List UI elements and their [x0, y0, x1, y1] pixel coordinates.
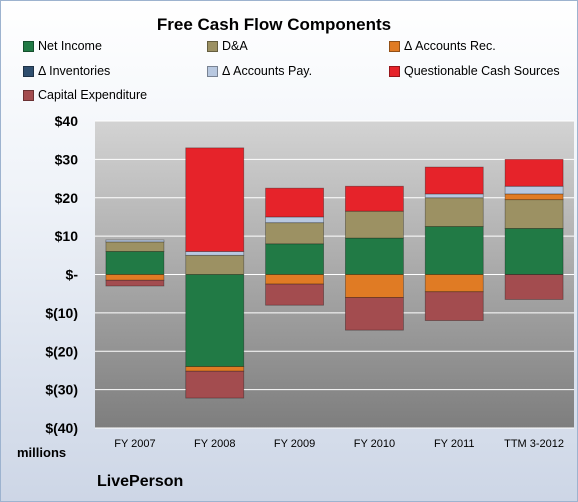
y-tick-label: $30 — [55, 151, 79, 167]
bar-segment — [265, 274, 324, 285]
legend-label: D&A — [222, 39, 248, 53]
legend-label: Questionable Cash Sources — [404, 64, 560, 78]
bar-segment — [345, 297, 404, 331]
bar-segment — [185, 254, 245, 275]
bar-segment — [424, 274, 484, 293]
legend-label: Capital Expenditure — [38, 88, 148, 102]
bar-segment — [265, 283, 324, 306]
bar-segment — [105, 279, 165, 287]
y-tick-label: $10 — [55, 228, 79, 244]
legend-swatch — [207, 65, 218, 77]
legend-label: Δ Inventories — [38, 64, 111, 78]
legend-swatch — [23, 65, 34, 77]
y-tick-label: $40 — [55, 113, 79, 129]
bar-segment — [504, 158, 564, 187]
legend-item-net-income: Net Income — [23, 39, 102, 53]
unit-label: millions — [17, 445, 67, 460]
x-tick-label: FY 2008 — [194, 438, 235, 450]
bar-segment — [265, 222, 324, 245]
bar-segment — [265, 216, 324, 224]
bar-segment — [345, 237, 404, 275]
bar-segment — [424, 226, 484, 275]
bar-segment — [105, 274, 165, 281]
company-label: LivePerson — [97, 473, 184, 490]
y-tick-label: $(30) — [45, 382, 78, 398]
bar-segment — [185, 147, 245, 252]
y-tick-label: $(10) — [45, 305, 78, 321]
legend-item-questionable: Questionable Cash Sources — [389, 64, 560, 78]
chart-title: Free Cash Flow Components — [156, 15, 392, 34]
bars — [105, 147, 564, 399]
legend-label: Δ Accounts Rec. — [404, 39, 496, 53]
legend-swatch — [23, 89, 34, 101]
x-axis-ticks: FY 2007 FY 2008 FY 2009 FY 2010 FY 2011 TTM 3… — [114, 438, 564, 450]
bar-segment — [345, 185, 404, 212]
legend-swatch — [389, 40, 400, 52]
bar-segment — [105, 241, 165, 252]
x-tick-label: TTM 3-2012 — [504, 438, 564, 450]
x-tick-label: FY 2010 — [354, 438, 395, 450]
bar-segment — [504, 274, 564, 300]
y-tick-label: $20 — [55, 190, 79, 206]
bar-segment — [504, 185, 564, 195]
legend-swatch — [23, 40, 34, 52]
bar-segment — [504, 193, 564, 201]
bar-segment — [185, 251, 245, 256]
bar-segment — [185, 370, 245, 399]
x-tick-label: FY 2009 — [274, 438, 315, 450]
y-tick-label: $- — [66, 267, 79, 283]
legend-label: Δ Accounts Pay. — [222, 64, 313, 78]
legend-label: Net Income — [38, 39, 102, 53]
bar-segment — [185, 274, 245, 367]
legend-item-inventories: Δ Inventories — [23, 64, 110, 78]
bar-segment — [424, 197, 484, 227]
legend-item-accounts-pay: Δ Accounts Pay. — [207, 64, 312, 78]
legend-item-accounts-rec: Δ Accounts Rec. — [389, 39, 496, 53]
bar-segment — [265, 243, 324, 275]
y-axis-ticks: $40 $30 $20 $10 $- $(10) $(20) $(30) $(40) — [45, 113, 78, 436]
bar-segment — [504, 228, 564, 275]
legend-item-da: D&A — [207, 39, 248, 53]
legend-swatch — [207, 40, 218, 52]
x-tick-label: FY 2011 — [434, 438, 475, 450]
bar-segment — [424, 193, 484, 199]
legend-swatch — [389, 65, 400, 77]
plot-area: $40 $30 $20 $10 $- $(10) $(20) $(30) $(40) FY 20… — [45, 113, 574, 450]
bar-segment — [105, 251, 165, 275]
bar-segment — [424, 166, 484, 195]
bar-segment — [345, 274, 404, 298]
bar-segment — [424, 291, 484, 321]
bar-segment — [345, 210, 404, 239]
bar-segment — [265, 187, 324, 218]
y-tick-label: $(40) — [45, 420, 78, 436]
legend-item-capex: Capital Expenditure — [23, 88, 147, 102]
bar-segment — [504, 199, 564, 229]
bar-segment — [105, 239, 165, 243]
y-tick-label: $(20) — [45, 343, 78, 359]
x-tick-label: FY 2007 — [114, 438, 155, 450]
bar-segment — [185, 366, 245, 372]
gridlines — [95, 120, 574, 429]
